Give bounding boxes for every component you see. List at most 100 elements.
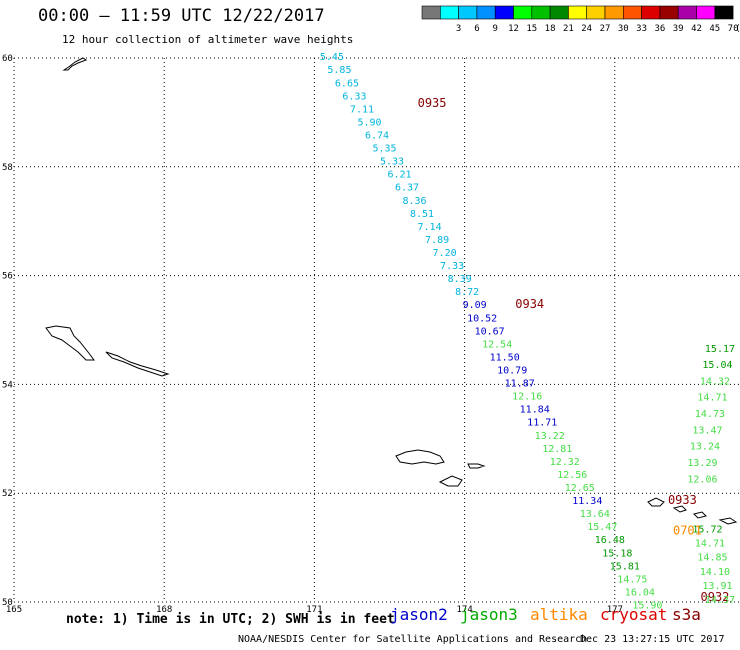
wave-height-label: 15.90 xyxy=(632,601,662,612)
legend-sat-jason2: jason2 xyxy=(390,605,448,624)
colorbar-tick-label: 24 xyxy=(581,24,592,34)
wave-height-label: 7.89 xyxy=(425,235,449,246)
footnote: note: 1) Time is in UTC; 2) SWH is in fe… xyxy=(66,612,395,627)
wave-height-label: 12.32 xyxy=(550,457,580,468)
wave-height-label: 7.33 xyxy=(440,261,464,272)
lon-tick-label: 177 xyxy=(607,605,623,615)
pass-time-label: 0935 xyxy=(418,96,447,110)
wave-height-label: 5.33 xyxy=(380,157,404,168)
legend-sat-s3a: s3a xyxy=(672,605,701,624)
colorbar-tick-label: 18 xyxy=(545,24,556,34)
wave-height-label: 15.17 xyxy=(705,344,735,355)
colorbar-tick-label: 15 xyxy=(526,24,537,34)
lon-tick-label: 165 xyxy=(6,605,22,615)
wave-height-label: 16.48 xyxy=(595,535,625,546)
wave-height-label: 14.71 xyxy=(697,393,727,404)
wave-height-label: 5.35 xyxy=(372,144,396,155)
wave-height-label: 13.24 xyxy=(690,442,720,453)
wave-height-label: 11.87 xyxy=(505,379,535,390)
colorbar-tick-label: 6 xyxy=(474,24,479,34)
wave-height-label: 7.14 xyxy=(418,222,442,233)
altimeter-tracks-layer: 5.45 5.85 6.65 6.33 7.11 5.90 6.74 5.35 5.33 6.21… xyxy=(320,52,735,612)
wave-height-label: 8.51 xyxy=(410,209,434,220)
pass-time-label: 0934 xyxy=(515,297,544,311)
wave-height-label: 12.54 xyxy=(482,339,512,350)
wave-height-label: 5.85 xyxy=(327,65,351,76)
wave-height-label: 5.45 xyxy=(320,52,344,63)
wave-height-label: 14.85 xyxy=(697,553,727,564)
lat-tick-label: 54 xyxy=(2,380,13,390)
wave-height-label: 14.10 xyxy=(700,567,730,578)
colorbar-tick-label: 3 xyxy=(456,24,461,34)
colorbar-tick-label: 9 xyxy=(492,24,497,34)
credit-text: NOAA/NESDIS Center for Satellite Applica… xyxy=(238,634,588,645)
colorbar-tick-label: 12 xyxy=(508,24,519,34)
coastline-medny-island xyxy=(105,351,170,377)
lat-tick-label: 52 xyxy=(2,489,13,499)
pass-time-label: 0701 xyxy=(673,524,702,538)
coastline-rat-islands xyxy=(647,497,738,525)
wave-height-label: 14.32 xyxy=(700,376,730,387)
wave-height-label: 8.39 xyxy=(448,274,472,285)
wave-height-label: 10.67 xyxy=(475,326,505,337)
wave-height-label: 15.04 xyxy=(702,360,732,371)
colorbar-tick-label: 27 xyxy=(600,24,611,34)
wave-height-label: 9.09 xyxy=(463,300,487,311)
timestamp-text: Dec 23 13:27:15 UTC 2017 xyxy=(580,634,725,645)
lon-tick-label: 174 xyxy=(456,605,472,615)
colorbar-tick-label: 42 xyxy=(691,24,702,34)
coastline-near-islands xyxy=(395,449,445,465)
graticule-layer: 165 168 171 174 177 60 58 56 54 52 50 xyxy=(2,54,740,615)
wave-height-label: 6.74 xyxy=(365,131,389,142)
wave-height-label: 15.18 xyxy=(602,548,632,559)
wave-height-label: 13.91 xyxy=(702,581,732,592)
wave-height-label: 13.47 xyxy=(692,425,722,436)
wave-height-label: 11.50 xyxy=(490,352,520,363)
pass-time-label: 0933 xyxy=(668,493,697,507)
colorbar-tick-label: 39 xyxy=(673,24,684,34)
wave-height-label: 14.37 xyxy=(705,595,735,606)
lat-tick-label: 56 xyxy=(2,272,13,282)
wave-height-label: 15.81 xyxy=(610,561,640,572)
wave-height-label: 11.34 xyxy=(572,496,602,507)
colorbar-tick-label: 70 xyxy=(728,24,739,34)
wave-height-label: 6.65 xyxy=(335,78,359,89)
wave-height-label: 7.20 xyxy=(433,248,457,259)
wave-height-label: 8.36 xyxy=(403,196,427,207)
wave-height-label: 10.52 xyxy=(467,313,497,324)
colorbar-tick-label: 36 xyxy=(654,24,665,34)
page-subtitle: 12 hour collection of altimeter wave hei… xyxy=(62,33,354,46)
coastline-buldir xyxy=(467,463,486,469)
colorbar-tick-label: 21 xyxy=(563,24,574,34)
legend-sat-jason3: jason3 xyxy=(460,605,518,624)
wave-height-label: 14.73 xyxy=(695,409,725,420)
wave-height-label: 6.33 xyxy=(342,91,366,102)
wave-height-label: 12.56 xyxy=(557,470,587,481)
wave-height-label: 11.84 xyxy=(520,405,550,416)
wave-height-label: 13.22 xyxy=(535,431,565,442)
wave-height-label: 15.72 xyxy=(692,524,722,535)
wave-height-label: 15.47 xyxy=(587,522,617,533)
wave-height-label: 6.21 xyxy=(387,170,411,181)
lon-tick-label: 168 xyxy=(156,605,172,615)
colorbar-unit: (ft) xyxy=(735,24,740,34)
wave-height-label: 5.90 xyxy=(357,117,381,128)
wave-height-label: 16.04 xyxy=(625,587,655,598)
wave-height-label: 12.16 xyxy=(512,392,542,403)
wave-height-label: 7.11 xyxy=(350,104,374,115)
legend-sat-altika: altika xyxy=(530,605,588,624)
wave-height-label: 12.06 xyxy=(687,474,717,485)
pass-time-label: 0932 xyxy=(701,590,730,604)
wave-height-label: 13.29 xyxy=(687,458,717,469)
lon-tick-label: 171 xyxy=(306,605,322,615)
legend-sat-cryosat: cryosat xyxy=(600,605,668,624)
wave-height-label: 13.64 xyxy=(580,509,610,520)
wave-height-label: 11.71 xyxy=(527,418,557,429)
wave-height-label: 12.81 xyxy=(542,444,572,455)
colorbar-swatch xyxy=(714,5,734,20)
lat-tick-label: 60 xyxy=(2,54,13,64)
wave-height-label: 14.71 xyxy=(695,539,725,550)
